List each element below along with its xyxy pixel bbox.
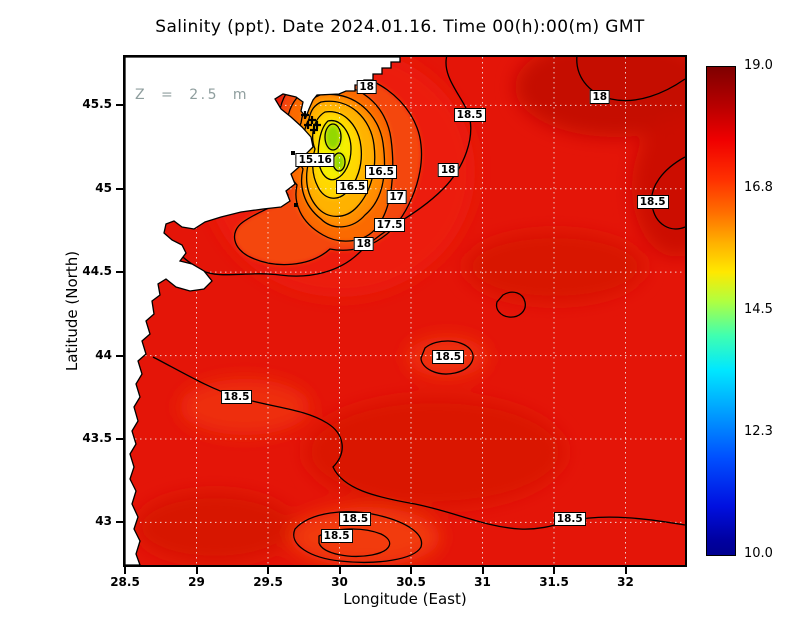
y-tick-label: 43.5 bbox=[82, 430, 112, 445]
contour-label: 18.5 bbox=[320, 528, 353, 543]
x-tick-label: 31 bbox=[474, 575, 491, 589]
colorbar-tick-label: 10.0 bbox=[744, 546, 773, 561]
contour-label: 18.5 bbox=[553, 512, 586, 527]
x-tick-label: 31.5 bbox=[539, 575, 569, 589]
depth-annotation: Z = 2.5 m bbox=[135, 87, 250, 103]
contour-label: 18.5 bbox=[339, 512, 372, 527]
contour-label: 15.16 bbox=[295, 153, 335, 168]
contour-label: 18 bbox=[437, 163, 459, 178]
contour-label: 18.5 bbox=[220, 390, 253, 405]
y-tick-mark bbox=[116, 271, 123, 274]
contour-label: 18 bbox=[589, 90, 611, 105]
contour-label: 18 bbox=[353, 236, 375, 251]
contour-label: 17.5 bbox=[373, 218, 406, 233]
contour-label: 18.5 bbox=[432, 350, 465, 365]
y-tick-label: 43 bbox=[95, 514, 112, 529]
colorbar-tick-label: 12.3 bbox=[744, 424, 773, 439]
x-tick-mark bbox=[267, 567, 269, 574]
salinity-map bbox=[125, 57, 685, 565]
contour-label: 17 bbox=[386, 190, 407, 205]
x-tick-mark bbox=[338, 567, 341, 574]
colorbar bbox=[706, 66, 736, 556]
contour-label: 16.5 bbox=[365, 165, 397, 180]
x-tick-label: 30.5 bbox=[396, 575, 426, 589]
y-tick-label: 45 bbox=[95, 180, 112, 195]
x-tick-mark bbox=[124, 567, 126, 574]
land-mask bbox=[125, 57, 401, 565]
contour-label: 18 bbox=[356, 80, 377, 95]
x-tick-label: 29.5 bbox=[253, 575, 283, 589]
colorbar-tick-label: 16.8 bbox=[744, 180, 773, 195]
river-mouth-markers bbox=[301, 111, 321, 134]
x-tick-mark bbox=[195, 567, 198, 574]
y-tick-label: 44 bbox=[95, 347, 112, 362]
plot-title: Salinity (ppt). Date 2024.01.16. Time 00… bbox=[155, 17, 645, 37]
y-tick-mark bbox=[116, 187, 123, 190]
x-tick-mark bbox=[624, 567, 627, 574]
x-tick-mark bbox=[410, 567, 412, 574]
contour-label: 18.5 bbox=[453, 108, 486, 123]
contour-label: 16.5 bbox=[336, 180, 369, 195]
grid-lines bbox=[125, 57, 685, 565]
y-tick-mark bbox=[116, 521, 123, 524]
y-tick-label: 44.5 bbox=[82, 264, 112, 279]
y-tick-mark bbox=[116, 354, 123, 357]
y-tick-label: 45.5 bbox=[82, 97, 112, 112]
y-tick-mark bbox=[116, 104, 123, 107]
x-tick-label: 28.5 bbox=[110, 575, 140, 589]
colorbar-tick-label: 19.0 bbox=[744, 58, 773, 73]
coast-marks bbox=[291, 151, 298, 207]
colorbar-tick-label: 14.5 bbox=[744, 302, 773, 317]
x-tick-mark bbox=[553, 567, 555, 574]
x-tick-label: 29 bbox=[188, 575, 205, 589]
x-tick-label: 30 bbox=[331, 575, 348, 589]
x-tick-mark bbox=[481, 567, 484, 574]
x-axis-label: Longitude (East) bbox=[343, 590, 467, 608]
map-plot-area: Z = 2.5 m 18 18.5 18 15.16 16.5 16.5 17 18 17.5 1… bbox=[123, 55, 687, 567]
contour-label: 18.5 bbox=[636, 195, 669, 210]
x-tick-label: 32 bbox=[617, 575, 634, 589]
y-tick-mark bbox=[116, 437, 123, 440]
